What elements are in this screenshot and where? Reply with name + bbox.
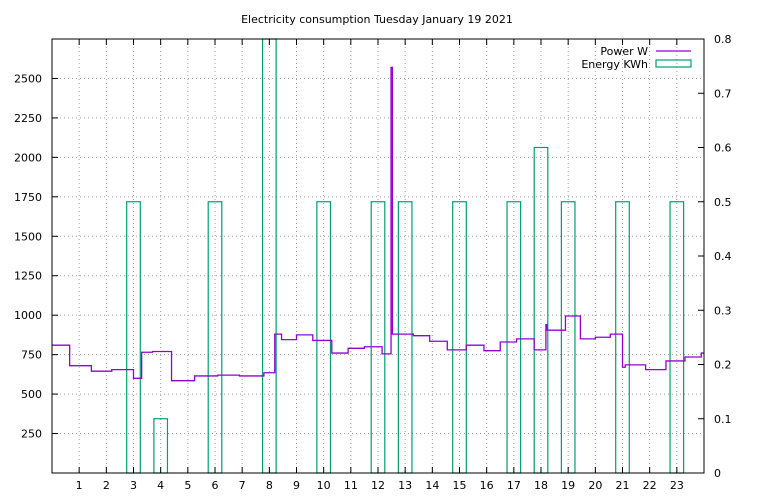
legend-label-power: Power W [600, 45, 648, 58]
energy-bar [397, 201, 413, 474]
x-tick-label: 23 [670, 479, 684, 492]
energy-bar [560, 201, 576, 474]
x-tick-label: 20 [588, 479, 602, 492]
x-tick-label: 22 [643, 479, 657, 492]
x-tick-label: 8 [266, 479, 273, 492]
energy-bar [669, 201, 685, 474]
x-tick-label: 18 [534, 479, 548, 492]
x-tick-label: 5 [184, 479, 191, 492]
energy-bar [153, 418, 169, 474]
legend-swatch-energy [655, 59, 692, 68]
x-tick-label: 6 [212, 479, 219, 492]
y-left-tick-label: 2000 [14, 151, 42, 164]
x-tick-label: 19 [561, 479, 575, 492]
y-left-tick-label: 1750 [14, 191, 42, 204]
x-tick-label: 1 [76, 479, 83, 492]
y-right-tick-label: 0.6 [714, 142, 732, 155]
y-right-tick-label: 0.3 [714, 304, 732, 317]
x-tick-label: 16 [480, 479, 494, 492]
chart-title: Electricity consumption Tuesday January … [241, 13, 513, 26]
y-left-tick-label: 1250 [14, 270, 42, 283]
y-right-tick-label: 0.5 [714, 196, 732, 209]
legend: Power W Energy KWh [581, 45, 692, 71]
y-right-tick-label: 0 [714, 467, 721, 480]
x-tick-label: 14 [425, 479, 439, 492]
energy-bar [126, 201, 141, 474]
x-tick-label: 10 [317, 479, 331, 492]
y-left-tick-label: 250 [21, 428, 42, 441]
x-tick-label: 11 [344, 479, 358, 492]
y-axis-right: 0 0.1 0.2 0.3 0.4 0.5 0.6 0.7 0.8 [698, 33, 732, 480]
legend-label-energy: Energy KWh [581, 58, 648, 71]
y-right-tick-label: 0.4 [714, 250, 732, 263]
x-axis: 1 2 3 4 5 6 7 8 9 10 11 12 13 14 15 16 17 18 19 20 21 22 23 [76, 39, 684, 492]
x-tick-label: 13 [398, 479, 412, 492]
x-tick-label: 7 [239, 479, 246, 492]
y-right-tick-label: 0.2 [714, 359, 732, 372]
x-tick-label: 12 [371, 479, 385, 492]
grid-lines [52, 39, 704, 473]
x-tick-label: 17 [507, 479, 521, 492]
power-series [52, 66, 704, 382]
y-right-tick-label: 0.8 [714, 33, 732, 46]
power-line-path [52, 66, 704, 382]
y-left-tick-label: 2250 [14, 112, 42, 125]
y-left-tick-label: 500 [21, 388, 42, 401]
y-left-tick-label: 750 [21, 349, 42, 362]
y-right-tick-label: 0.7 [714, 87, 732, 100]
energy-bar [207, 201, 223, 474]
energy-bar [452, 201, 467, 474]
x-tick-label: 4 [157, 479, 164, 492]
x-tick-label: 21 [616, 479, 630, 492]
y-left-tick-label: 2500 [14, 72, 42, 85]
x-tick-label: 3 [130, 479, 137, 492]
y-right-tick-label: 0.1 [714, 413, 732, 426]
x-tick-label: 15 [453, 479, 467, 492]
y-axis-left: 250 500 750 1000 1250 1500 1750 2000 2250 2500 [14, 72, 58, 441]
energy-bar [370, 201, 386, 474]
y-left-tick-label: 1500 [14, 230, 42, 243]
y-left-tick-label: 1000 [14, 309, 42, 322]
energy-bar [316, 201, 332, 474]
x-tick-label: 2 [103, 479, 110, 492]
energy-bar [506, 201, 522, 474]
x-tick-label: 9 [293, 479, 300, 492]
